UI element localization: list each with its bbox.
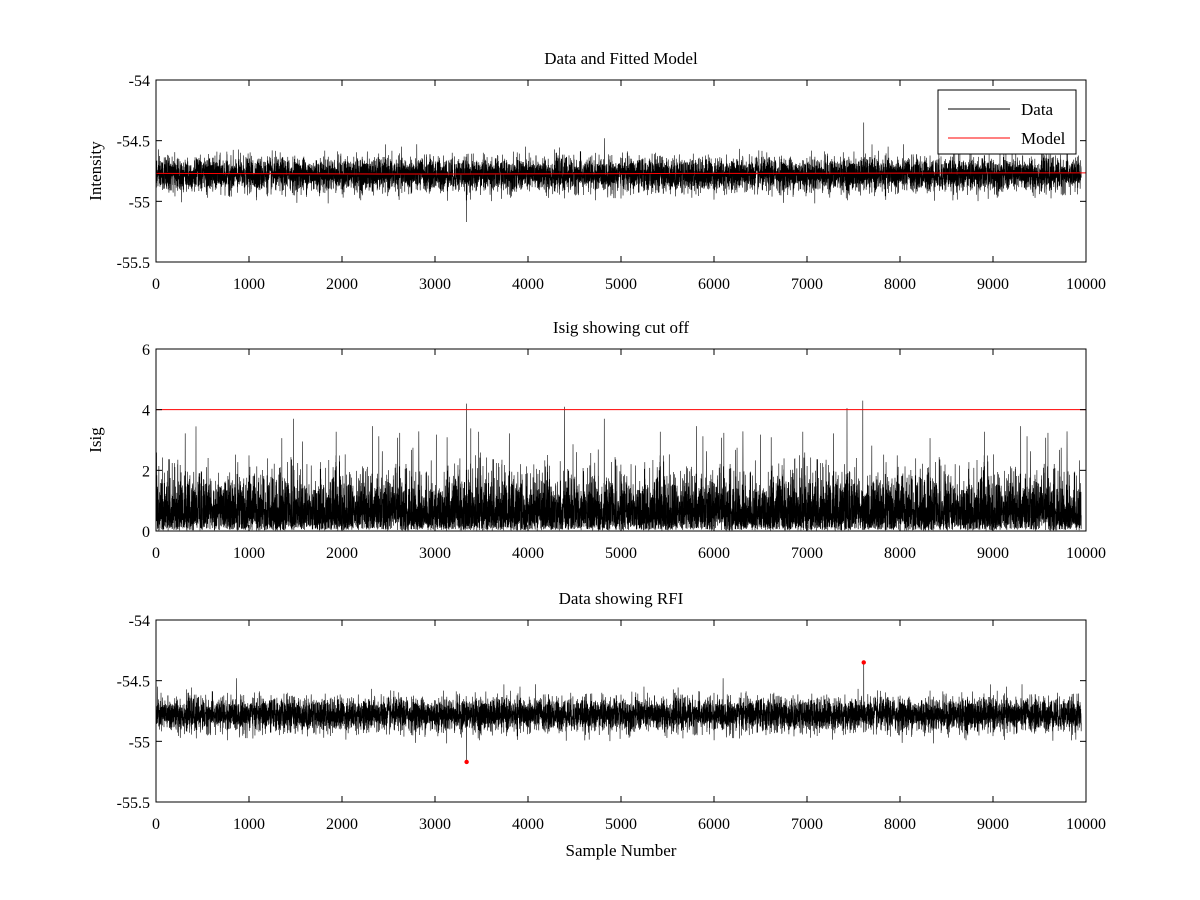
subplot-3-xlabel: Sample Number xyxy=(566,841,677,860)
subplot-1-xtick-label: 5000 xyxy=(605,276,637,293)
subplot-3-xtick-label: 0 xyxy=(152,816,160,833)
subplot-3-title: Data showing RFI xyxy=(559,589,684,608)
subplot-2-xtick-label: 0 xyxy=(152,545,160,562)
subplot-3-xtick-label: 7000 xyxy=(791,816,823,833)
legend-label-data: Data xyxy=(1021,100,1054,119)
subplot-1-xtick-label: 1000 xyxy=(233,276,265,293)
subplot-3-ytick-label: -54.5 xyxy=(117,674,150,691)
subplot-1-xtick-label: 4000 xyxy=(512,276,544,293)
subplot-3-xtick-label: 3000 xyxy=(419,816,451,833)
legend-box xyxy=(937,89,1077,155)
subplot-2-ytick-label: 0 xyxy=(142,524,150,541)
subplot-3-xtick-label: 4000 xyxy=(512,816,544,833)
subplot-1-xtick-label: 3000 xyxy=(419,276,451,293)
subplot-3-xtick-label: 2000 xyxy=(326,816,358,833)
subplot-1-xtick-label: 10000 xyxy=(1066,276,1106,293)
subplot-2: 0 1000 2000 3000 4000 5000 6000 7000 8000 9000 100… xyxy=(86,318,1106,562)
subplot-1-xtick-label: 7000 xyxy=(791,276,823,293)
subplot-3-xtick-label: 5000 xyxy=(605,816,637,833)
subplot-3-xtick-label: 8000 xyxy=(884,816,916,833)
subplot-2-xtick-label: 5000 xyxy=(605,545,637,562)
subplot-3-xtick-label: 6000 xyxy=(698,816,730,833)
subplot-2-series-isig xyxy=(155,400,1082,531)
subplot-2-ytick-label: 2 xyxy=(142,463,150,480)
subplot-2-xtick-label: 1000 xyxy=(233,545,265,562)
subplot-2-ytick-label: 4 xyxy=(142,403,150,420)
subplot-1-xtick-label: 6000 xyxy=(698,276,730,293)
subplot-2-ylabel: Isig xyxy=(86,427,105,453)
subplot-3-xtick-label: 10000 xyxy=(1066,816,1106,833)
subplot-1-ytick-label: -54 xyxy=(129,73,150,90)
subplot-3-xtick-label: 1000 xyxy=(233,816,265,833)
subplot-3-series-data xyxy=(155,662,1082,762)
subplot-2-title: Isig showing cut off xyxy=(553,318,689,337)
subplot-3-series-rfi-point-2 xyxy=(861,660,866,665)
subplot-1-xtick-label: 0 xyxy=(152,276,160,293)
subplot-2-xtick-label: 2000 xyxy=(326,545,358,562)
subplot-1-ytick-label: -54.5 xyxy=(117,134,150,151)
subplot-1-xtick-label: 2000 xyxy=(326,276,358,293)
subplot-1: 0 1000 2000 3000 4000 5000 6000 7000 8000 9000 100… xyxy=(86,49,1106,293)
subplot-2-xtick-label: 10000 xyxy=(1066,545,1106,562)
subplot-3-ytick-label: -54 xyxy=(129,613,150,630)
subplot-2-xtick-label: 9000 xyxy=(977,545,1009,562)
subplot-1-series-model xyxy=(155,172,1087,175)
subplot-1-xtick-label: 8000 xyxy=(884,276,916,293)
subplot-2-xtick-label: 7000 xyxy=(791,545,823,562)
subplot-1-ytick-label: -55.5 xyxy=(117,255,150,272)
subplot-2-xtick-label: 3000 xyxy=(419,545,451,562)
subplot-3-xtick-label: 9000 xyxy=(977,816,1009,833)
subplot-1-ylabel: Intensity xyxy=(86,141,105,201)
subplot-2-ytick-label: 6 xyxy=(142,342,150,359)
subplot-3-ytick-label: -55.5 xyxy=(117,795,150,812)
subplot-1-ytick-label: -55 xyxy=(129,194,150,211)
legend: Data Model xyxy=(937,89,1077,155)
legend-label-model: Model xyxy=(1021,129,1066,148)
subplot-3: 0 1000 2000 3000 4000 5000 6000 7000 8000 9000 100… xyxy=(117,589,1106,860)
subplot-2-xtick-label: 4000 xyxy=(512,545,544,562)
subplot-3-series-rfi-point-1 xyxy=(464,759,469,765)
subplot-2-xtick-label: 6000 xyxy=(698,545,730,562)
subplot-1-xtick-label: 9000 xyxy=(977,276,1009,293)
subplot-3-ytick-label: -55 xyxy=(129,734,150,751)
subplot-2-xtick-label: 8000 xyxy=(884,545,916,562)
subplot-1-series-data xyxy=(155,122,1082,222)
subplot-1-title: Data and Fitted Model xyxy=(544,49,698,68)
